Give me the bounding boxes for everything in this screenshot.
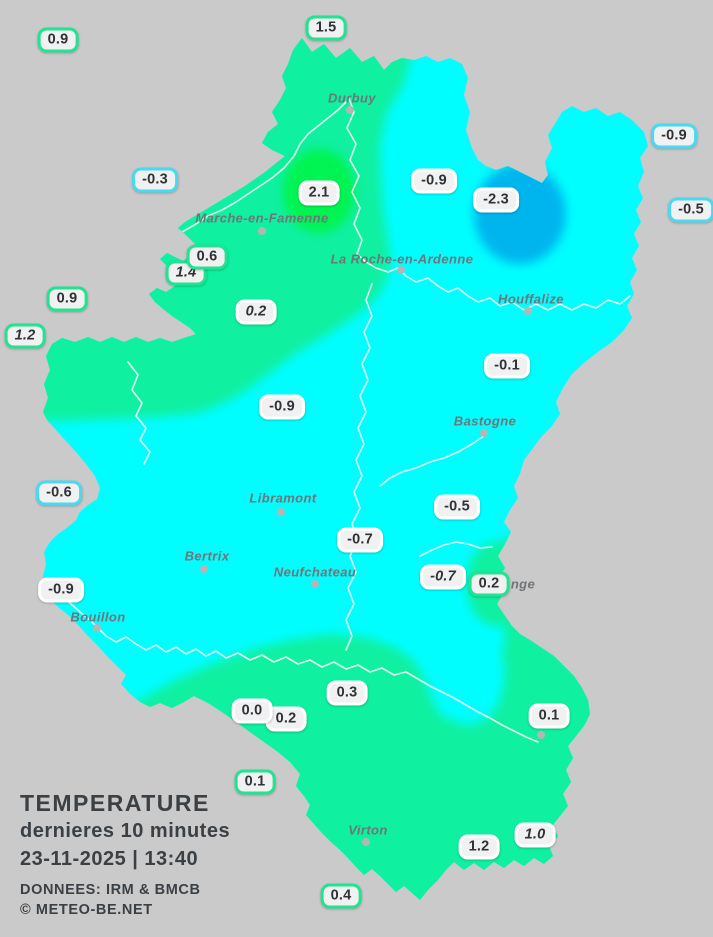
- title-block: TEMPERATURE dernieres 10 minutes 23-11-2…: [20, 789, 230, 920]
- map-subtitle: dernieres 10 minutes: [20, 820, 231, 842]
- map-copyright: © METEO-BE.NET: [20, 902, 153, 918]
- river-ourthe-occidentale: [345, 283, 373, 651]
- river-lesse: [127, 361, 151, 465]
- map-title: TEMPERATURE: [20, 790, 210, 816]
- river-bastogne-stream: [379, 433, 488, 487]
- river-sure: [419, 541, 493, 557]
- map-data-source: DONNEES: IRM & BMCB: [20, 882, 201, 898]
- river-northwest-boundary: [181, 101, 347, 233]
- map-datetime: 23-11-2025 | 13:40: [20, 848, 199, 870]
- region-warm-blob: [283, 149, 355, 233]
- river-semois: [47, 587, 539, 743]
- river-ourthe: [346, 95, 631, 311]
- region-cold-blob: [474, 164, 566, 264]
- region-martelange-green: [466, 542, 526, 626]
